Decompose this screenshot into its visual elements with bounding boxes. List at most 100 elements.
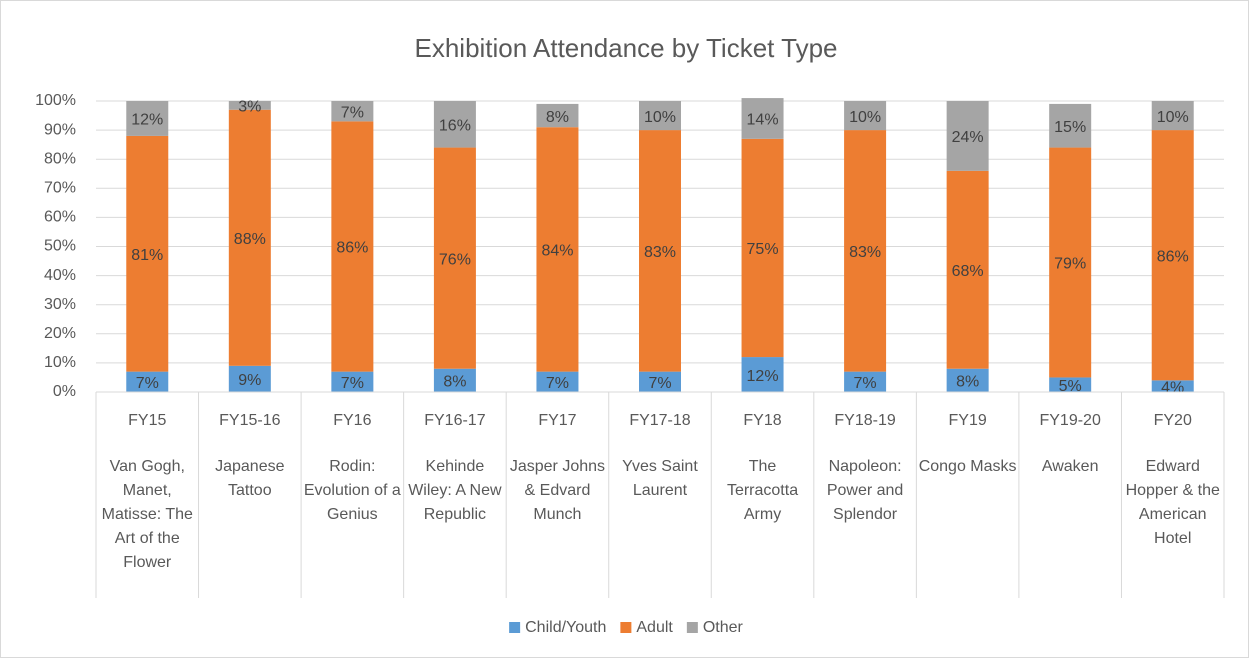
data-label: 14% (747, 112, 779, 129)
exhibition-label: Congo Masks (918, 458, 1017, 475)
exhibition-label: Awaken (1041, 458, 1099, 475)
bar-segment (844, 371, 887, 392)
data-label: 8% (443, 374, 466, 391)
bar-segment (228, 109, 271, 366)
data-label: 7% (136, 375, 159, 392)
bar-segment (844, 101, 887, 131)
exhibition-label: The Terracotta Army (726, 458, 799, 523)
bar-segment (433, 368, 476, 392)
x-tick-label: FY17-18 (629, 412, 690, 429)
bar-segment (639, 130, 681, 372)
exhibition-label: Yves Saint Laurent (622, 458, 698, 499)
exhibition-label: Japanese Tattoo (215, 458, 285, 499)
data-label: 84% (541, 243, 573, 260)
bar-segment (741, 357, 784, 392)
legend-swatch (686, 622, 698, 633)
bar-segment (331, 371, 374, 392)
data-label: 9% (238, 372, 261, 389)
data-label: 88% (234, 231, 266, 248)
bar-segment (946, 368, 989, 392)
y-tick-label: 0% (53, 383, 76, 400)
bar-segment (844, 130, 887, 372)
data-label: 24% (952, 129, 984, 146)
bar-segment (1151, 380, 1194, 392)
bar-segment (331, 101, 374, 122)
bar-segment (1049, 377, 1092, 392)
bar-segment (536, 103, 579, 128)
bar-segment (1151, 101, 1194, 131)
data-label: 7% (648, 375, 671, 392)
chart-title: Exhibition Attendance by Ticket Type (414, 33, 837, 63)
y-tick-label: 50% (44, 238, 76, 255)
data-label: 10% (644, 109, 676, 126)
exhibition-label: Rodin: Evolution of a Genius (303, 458, 401, 523)
x-tick-label: FY19 (949, 412, 987, 429)
y-tick-label: 90% (44, 121, 76, 138)
data-label: 15% (1054, 119, 1086, 136)
bar-segment (1049, 147, 1092, 378)
data-label: 5% (1059, 378, 1082, 395)
x-tick-label: FY18 (743, 412, 781, 429)
data-label: 83% (849, 244, 881, 261)
y-tick-label: 20% (44, 325, 76, 342)
x-tick-label: FY19-20 (1039, 412, 1100, 429)
x-tick-label: FY20 (1154, 412, 1192, 429)
exhibition-label: Jasper Johns & Edvard Munch (509, 458, 606, 523)
data-label: 3% (238, 99, 261, 116)
y-tick-label: 100% (35, 92, 76, 109)
data-label: 7% (546, 375, 569, 392)
data-label: 12% (747, 368, 779, 385)
x-tick-label: FY18-19 (834, 412, 895, 429)
data-label: 81% (131, 247, 163, 264)
legend-label: Other (703, 619, 744, 636)
y-tick-label: 60% (44, 209, 76, 226)
data-label: 7% (341, 375, 364, 392)
exhibition-label: Napoleon: Power and Splendor (826, 458, 904, 523)
bar-segment (126, 371, 169, 392)
data-label: 12% (131, 112, 163, 129)
legend-label: Adult (636, 619, 673, 636)
bar-segment (1151, 130, 1194, 381)
data-label: 8% (956, 374, 979, 391)
legend-swatch (620, 622, 632, 633)
bar-segment (946, 101, 989, 171)
bar-segment (639, 101, 681, 131)
bar-segment (433, 101, 476, 148)
data-label: 79% (1054, 256, 1086, 273)
data-label: 8% (546, 109, 569, 126)
data-label: 10% (1157, 109, 1189, 126)
data-label: 75% (747, 241, 779, 258)
bar-segment (741, 98, 784, 139)
bar-segment (536, 371, 579, 392)
bar-segment (126, 101, 169, 136)
data-label: 86% (1157, 248, 1189, 265)
x-tick-label: FY16-17 (424, 412, 485, 429)
bar-segment (228, 101, 271, 110)
data-label: 4% (1161, 379, 1184, 396)
bar-segment (741, 138, 784, 358)
exhibition-label: Van Gogh, Manet, Matisse: The Art of the… (101, 458, 193, 571)
bar-segment (126, 135, 169, 372)
data-label: 83% (644, 244, 676, 261)
bar-segment (536, 127, 579, 372)
data-label: 76% (439, 251, 471, 268)
exhibition-label: Edward Hopper & the American Hotel (1125, 458, 1220, 547)
data-label: 86% (336, 240, 368, 257)
x-tick-label: FY16 (333, 412, 371, 429)
bar-segment (331, 121, 374, 372)
legend-label: Child/Youth (525, 619, 606, 636)
y-tick-label: 80% (44, 150, 76, 167)
y-tick-label: 10% (44, 354, 76, 371)
x-tick-label: FY17 (538, 412, 576, 429)
x-tick-label: FY15-16 (219, 412, 280, 429)
data-label: 7% (854, 375, 877, 392)
data-label: 68% (952, 263, 984, 280)
data-label: 10% (849, 109, 881, 126)
bar-segment (639, 371, 681, 392)
y-tick-label: 30% (44, 296, 76, 313)
exhibition-label: Kehinde Wiley: A New Republic (408, 458, 502, 523)
bar-segment (946, 170, 989, 369)
y-tick-label: 40% (44, 267, 76, 284)
